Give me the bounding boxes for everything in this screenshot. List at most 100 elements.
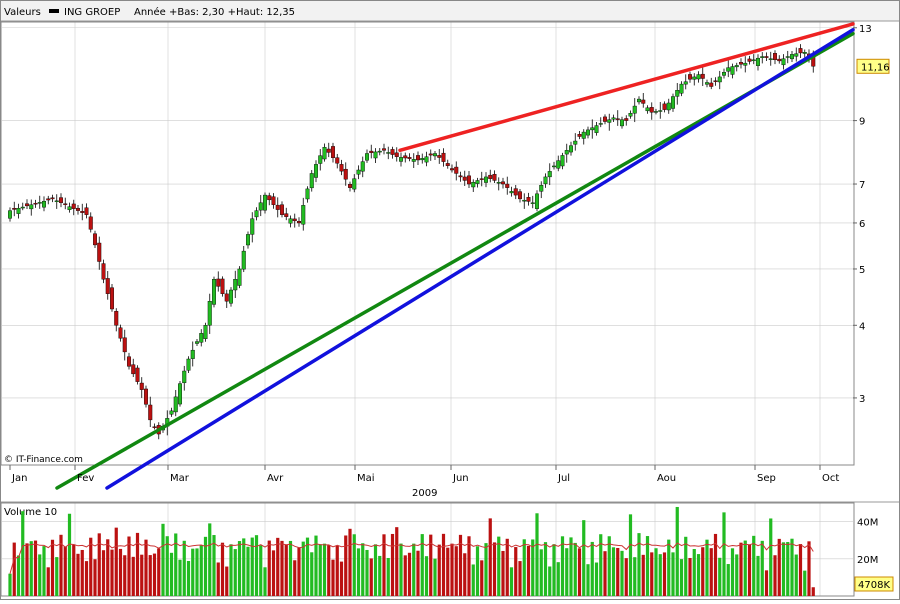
candle-down — [224, 293, 229, 302]
volume-bar-up — [208, 523, 212, 596]
candle-up — [530, 202, 535, 204]
candle-down — [403, 155, 408, 159]
candle-down — [63, 203, 68, 205]
volume-bar-down — [739, 542, 743, 596]
candle-down — [122, 337, 127, 353]
volume-bar-up — [475, 546, 480, 596]
candle-up — [245, 234, 250, 246]
volume-bar-down — [811, 587, 815, 596]
candle-up — [420, 158, 425, 161]
candle-down — [75, 207, 80, 211]
volume-bar-up — [722, 512, 726, 596]
candle-up — [173, 396, 178, 413]
volume-bar-up — [497, 536, 501, 596]
candle-up — [632, 105, 637, 114]
volume-bar-up — [412, 543, 416, 596]
volume-bar-down — [280, 540, 284, 596]
volume-bar-down — [144, 539, 148, 596]
candle-down — [416, 155, 421, 161]
last-price-badge-box — [856, 58, 890, 74]
volume-bar-up — [29, 541, 33, 596]
month-tick-label: Avr — [267, 473, 284, 484]
volume-bar-down — [624, 558, 628, 596]
candle-up — [586, 129, 591, 136]
volume-bar-up — [242, 538, 246, 596]
candle-down — [80, 211, 85, 213]
candle-down — [501, 181, 506, 185]
price-tick-label: 3 — [859, 394, 865, 405]
volume-bar-down — [284, 544, 288, 596]
candle-down — [126, 356, 131, 367]
volume-bar-up — [599, 534, 603, 596]
volume-bar-up — [174, 533, 178, 596]
candle-up — [522, 199, 527, 202]
volume-bar-down — [220, 542, 225, 596]
candle-up — [730, 66, 735, 75]
volume-bar-down — [46, 567, 50, 596]
volume-bar-up — [42, 546, 46, 596]
candle-up — [67, 206, 72, 210]
volume-bar-up — [560, 536, 565, 596]
volume-axis: 20M 40M — [857, 518, 878, 566]
volume-bar-up — [628, 514, 633, 596]
volume-bar-down — [50, 539, 55, 596]
volume-bar-up — [684, 536, 688, 596]
volume-bar-down — [662, 552, 667, 596]
volume-bar-up — [803, 570, 807, 596]
volume-bar-down — [123, 555, 127, 596]
month-tick-label: Mar — [170, 473, 190, 484]
volume-bar-down — [152, 553, 157, 596]
volume-bar-up — [182, 540, 186, 596]
candle-up — [411, 159, 416, 162]
candle-up — [207, 301, 212, 326]
volume-bar-up — [594, 562, 599, 596]
volume-bar-up — [633, 557, 637, 596]
volume-bar-down — [518, 561, 522, 596]
volume-bar-up — [620, 550, 624, 596]
volume-bar-down — [688, 557, 692, 596]
candle-down — [445, 163, 450, 166]
candle-up — [37, 202, 42, 204]
month-tick-label: Jul — [557, 473, 570, 484]
volume-bar-up — [433, 558, 437, 596]
volume-bar-down — [505, 538, 509, 596]
candle-up — [654, 111, 659, 113]
volume-bar-down — [369, 558, 373, 596]
candle-down — [441, 152, 446, 162]
volume-bar-up — [590, 541, 594, 596]
volume-bar-down — [488, 518, 492, 596]
candle-down — [641, 99, 646, 104]
candle-up — [314, 164, 319, 178]
volume-bar-up — [769, 518, 773, 596]
candle-down — [458, 175, 463, 178]
candle-up — [288, 218, 293, 224]
candle-up — [263, 194, 268, 211]
volume-bar-up — [743, 540, 747, 596]
candle-down — [331, 146, 336, 158]
candle-down — [369, 150, 374, 153]
volume-bar-up — [21, 511, 25, 596]
candle-up — [637, 98, 642, 103]
volume-bar-down — [437, 544, 441, 596]
month-tick-label: Jun — [452, 473, 469, 484]
candle-down — [479, 178, 484, 180]
candle-down — [407, 157, 412, 159]
candle-down — [71, 203, 76, 209]
volume-bar-up — [565, 548, 569, 596]
month-tick-label: Mai — [357, 473, 375, 484]
volume-bar-down — [616, 547, 620, 596]
candle-up — [722, 72, 727, 76]
volume-bar-down — [709, 548, 713, 596]
trendline-resistance — [398, 22, 855, 153]
volume-bar-down — [467, 536, 471, 596]
volume-bar-up — [322, 543, 327, 596]
candle-up — [301, 205, 306, 225]
volume-bar-up — [212, 535, 216, 596]
candle-down — [267, 195, 272, 201]
candle-down — [139, 382, 144, 390]
candle-down — [114, 311, 119, 326]
volume-bar-down — [267, 540, 271, 596]
candle-up — [20, 206, 25, 209]
last-volume-badge-box — [854, 576, 894, 592]
